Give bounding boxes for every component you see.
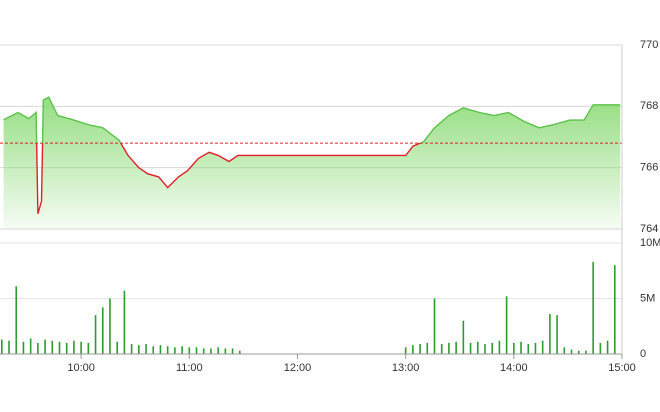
- volume-bar: [505, 296, 508, 354]
- volume-bar: [130, 344, 133, 354]
- volume-bar: [101, 307, 104, 354]
- volume-bar: [476, 341, 479, 354]
- y-tick-label: 766: [640, 162, 658, 174]
- x-tick-label: 11:00: [176, 362, 203, 374]
- volume-bar: [1, 339, 3, 354]
- volume-bar: [412, 345, 414, 354]
- volume-bar: [202, 348, 205, 354]
- y-tick-label: 5M: [640, 292, 655, 304]
- volume-bar: [210, 348, 212, 354]
- volume-bar: [563, 347, 566, 354]
- volume-bar: [520, 341, 522, 354]
- volume-bar: [138, 345, 140, 354]
- x-tick-label: 10:00: [67, 362, 95, 374]
- volume-bar: [87, 342, 90, 354]
- volume-bar: [534, 342, 537, 354]
- y-tick-label: 768: [640, 100, 658, 112]
- volume-bar: [527, 344, 530, 354]
- volume-bar: [188, 347, 191, 354]
- volume-bar: [606, 340, 609, 354]
- volume-bar: [462, 320, 465, 354]
- volume-bar: [159, 345, 162, 354]
- volume-bar: [109, 298, 111, 354]
- volume-bar: [15, 286, 18, 354]
- volume-bar: [195, 347, 198, 354]
- x-tick-label: 14:00: [500, 362, 528, 374]
- volume-bar: [73, 340, 75, 354]
- volume-bar: [577, 350, 580, 354]
- volume-bar: [469, 342, 472, 354]
- volume-bar: [419, 344, 421, 354]
- price-line: [3, 96, 621, 214]
- volume-bar: [80, 341, 82, 354]
- volume-bar: [29, 338, 32, 354]
- volume-bar: [8, 340, 10, 354]
- volume-bar: [238, 350, 241, 354]
- y-tick-label: 0: [640, 348, 646, 360]
- volume-bar: [37, 342, 39, 354]
- volume-bar: [448, 342, 450, 354]
- volume-bar: [570, 349, 573, 354]
- volume-bar: [613, 265, 616, 354]
- volume-bar: [166, 346, 169, 354]
- x-tick-label: 15:00: [608, 362, 636, 374]
- volume-bar: [116, 341, 118, 354]
- volume-bar: [433, 298, 436, 354]
- volume-bar: [426, 342, 429, 354]
- volume-bar: [22, 341, 25, 354]
- y-tick-label: 10M: [640, 237, 660, 249]
- volume-bar: [549, 314, 551, 354]
- volume-bar: [224, 348, 227, 354]
- volume-bar: [498, 340, 501, 354]
- volume-bar: [599, 342, 602, 354]
- price-area: [3, 97, 621, 229]
- volume-bar: [181, 346, 183, 354]
- volume-bar: [513, 342, 515, 354]
- volume-bar: [44, 339, 46, 354]
- y-tick-label: 764: [640, 223, 658, 235]
- volume-bar: [455, 341, 457, 354]
- volume-bar: [231, 348, 234, 354]
- volume-bar: [174, 347, 176, 354]
- volume-bar: [541, 340, 544, 354]
- volume-bar: [592, 261, 594, 354]
- volume-bar: [217, 347, 219, 354]
- volume-bar: [484, 344, 486, 354]
- volume-bar: [123, 290, 126, 354]
- volume-bar: [491, 342, 493, 354]
- volume-bar: [440, 344, 443, 354]
- volume-bar: [556, 315, 558, 354]
- volume-bar: [404, 347, 407, 354]
- volume-bar: [145, 344, 147, 354]
- volume-bar: [152, 346, 155, 354]
- volume-bar: [65, 342, 68, 354]
- volume-bar: [51, 340, 54, 354]
- volume-bar: [585, 350, 587, 354]
- x-tick-label: 13:00: [392, 362, 420, 374]
- y-tick-label: 770: [640, 39, 658, 51]
- volume-bar: [94, 315, 97, 354]
- volume-bar: [58, 341, 61, 354]
- x-tick-label: 12:00: [284, 362, 312, 374]
